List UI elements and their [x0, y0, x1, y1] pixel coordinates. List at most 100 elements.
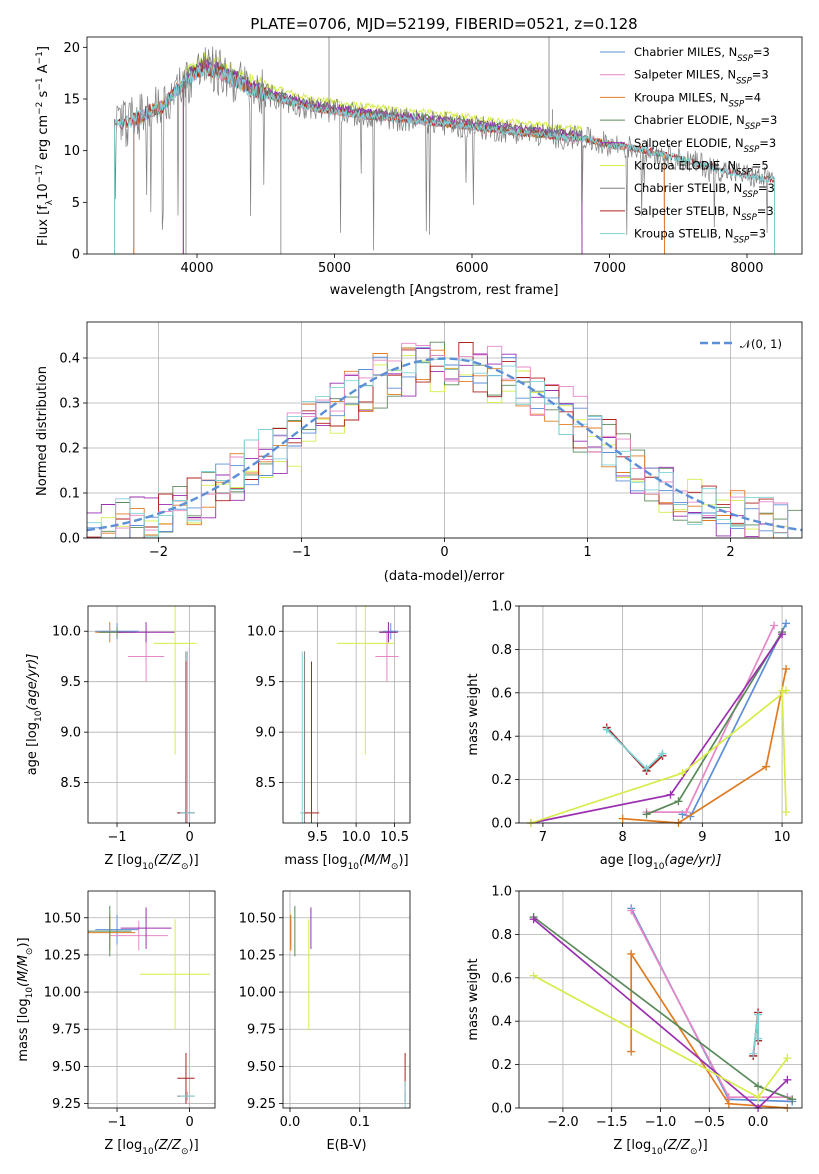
mass-weight-marker: [642, 810, 651, 819]
y-tick-label: 8.5: [60, 776, 81, 791]
mass-weight-marker: [627, 1047, 636, 1056]
y-tick-label: 10.50: [239, 911, 276, 926]
mass-weight-marker: [754, 1034, 763, 1043]
mass-weight-marker: [778, 630, 787, 639]
mass_weight_vs_Z-axes: [518, 890, 803, 1109]
mass-weight-marker: [788, 1095, 797, 1104]
histogram-step-kroupa_miles: [87, 347, 802, 538]
mass-weight-marker: [778, 686, 787, 695]
y-tick-label: 9.75: [52, 1023, 81, 1038]
mass-weight-line-chabrier_elodie: [646, 631, 783, 816]
y-tick-label: 0.4: [59, 352, 80, 367]
y-tick-label: 10.25: [44, 948, 81, 963]
x-axis-label: wavelength [Angstrom, rest frame]: [330, 283, 559, 298]
x-tick-label: 9.5: [307, 830, 328, 845]
mass-weight-marker: [782, 619, 791, 628]
mass-weight-line-kroupa_miles: [622, 668, 787, 824]
x-tick-label: 2: [726, 545, 734, 560]
y-tick-label: 0.0: [59, 532, 80, 547]
mass-weight-marker: [602, 725, 611, 734]
x-tick-label: 7: [539, 830, 547, 845]
y-tick-label: 0.2: [491, 1058, 512, 1073]
histogram-step-salpeter_miles: [87, 342, 802, 538]
legend-label: Chabrier ELODIE, NSSP=3: [634, 113, 777, 132]
x-tick-label: 5000: [318, 261, 351, 276]
y-tick-label: 0.2: [491, 773, 512, 788]
spectrum-axes: [86, 36, 803, 255]
y-tick-label: 0: [72, 248, 80, 263]
y-tick-label: 0.8: [491, 928, 512, 943]
y-tick-label: 0.2: [59, 442, 80, 457]
x-tick-label: 0: [185, 830, 193, 845]
y-axis-label: Flux [fλ10−17 erg cm−2 s−1 A−1]: [35, 46, 55, 246]
mass-weight-marker: [529, 971, 538, 980]
mass-weight-marker: [618, 814, 627, 823]
x-tick-label: −1: [107, 830, 126, 845]
mass-weight-marker: [529, 915, 538, 924]
mass-weight-marker: [627, 906, 636, 915]
normal-curve: [86, 357, 803, 532]
mass-weight-marker: [783, 1054, 792, 1063]
mass-weight-marker: [627, 949, 636, 958]
spectrum-line-kroupa_stelib: [114, 64, 775, 254]
x-tick-label: 0: [440, 545, 448, 560]
y-axis-label: mass weight: [466, 673, 481, 755]
mass-weight-marker: [762, 762, 771, 771]
x-tick-label: 8000: [730, 261, 763, 276]
mass-weight-marker: [754, 1010, 763, 1019]
mass-weight-marker: [724, 1099, 733, 1108]
legend-label: Chabrier STELIB, NSSP=3: [634, 181, 775, 200]
residuals-axes: [86, 321, 803, 539]
spectrum-line-chabrier_elodie: [182, 56, 583, 254]
legend-label: Salpeter ELODIE, NSSP=3: [634, 136, 776, 155]
x-tick-label: 10: [774, 830, 791, 845]
legend-label: Kroupa STELIB, NSSP=3: [634, 227, 766, 246]
y-tick-label: 0.4: [491, 1015, 512, 1030]
mass-weight-line-salpeter_elodie: [530, 633, 783, 824]
x-tick-label: 0.0: [748, 1115, 769, 1130]
chart-title: PLATE=0706, MJD=52199, FIBERID=0521, z=0…: [250, 15, 637, 33]
y-tick-label: 0.6: [491, 971, 512, 986]
mass-weight-line-salpeter_stelib: [606, 726, 664, 773]
y-tick-label: 9.0: [255, 726, 276, 741]
x-tick-label: 4000: [180, 261, 213, 276]
x-tick-label: −2.0: [547, 1115, 579, 1130]
x-tick-label: 8: [618, 830, 626, 845]
grid: [88, 606, 215, 823]
mass-weight-marker: [666, 790, 675, 799]
histogram-step-kroupa_stelib: [87, 359, 802, 538]
y-tick-label: 15: [63, 93, 80, 108]
y-tick-label: 9.25: [52, 1097, 81, 1112]
y-tick-label: 20: [63, 41, 80, 56]
y-tick-label: 1.0: [491, 600, 512, 615]
mass-weight-marker: [658, 749, 667, 758]
y-tick-label: 0.1: [59, 487, 80, 502]
x-tick-label: 1: [583, 545, 591, 560]
legend-label: Kroupa MILES, NSSP=4: [634, 90, 761, 109]
y-axis-label: mass weight: [466, 958, 481, 1040]
legend-label: 𝒩(0, 1): [740, 337, 782, 351]
x-tick-label: 0: [185, 1115, 193, 1130]
x-tick-label: −1: [107, 1115, 126, 1130]
y-axis-label: age [log10(age/yr)]: [25, 654, 44, 776]
x-tick-label: 6000: [455, 261, 488, 276]
x-axis-label: E(B-V): [326, 1138, 366, 1153]
x-tick-label: 10.0: [342, 830, 371, 845]
mass-weight-line-chabrier_elodie: [533, 916, 793, 1101]
y-tick-label: 9.75: [247, 1023, 276, 1038]
y-tick-label: 0.3: [59, 397, 80, 412]
y-axis-label: Normed distribution: [35, 366, 50, 496]
mass-weight-line-salpeter_miles: [646, 625, 775, 813]
x-axis-label: (data-model)/error: [384, 569, 505, 584]
x-tick-label: −1.5: [596, 1115, 628, 1130]
legend-label: Salpeter MILES, NSSP=3: [634, 68, 769, 87]
y-tick-label: 9.50: [247, 1060, 276, 1075]
mass-weight-marker: [782, 808, 791, 817]
spectrum-line-salpeter_miles: [133, 63, 665, 254]
legend-label: Salpeter STELIB, NSSP=3: [634, 204, 774, 223]
mass-weight-marker: [754, 1093, 763, 1102]
mass-weight-marker: [749, 1049, 758, 1058]
x-axis-label: Z [log10(Z/Z⊙)]: [104, 1138, 198, 1157]
mass-weight-marker: [678, 769, 687, 778]
